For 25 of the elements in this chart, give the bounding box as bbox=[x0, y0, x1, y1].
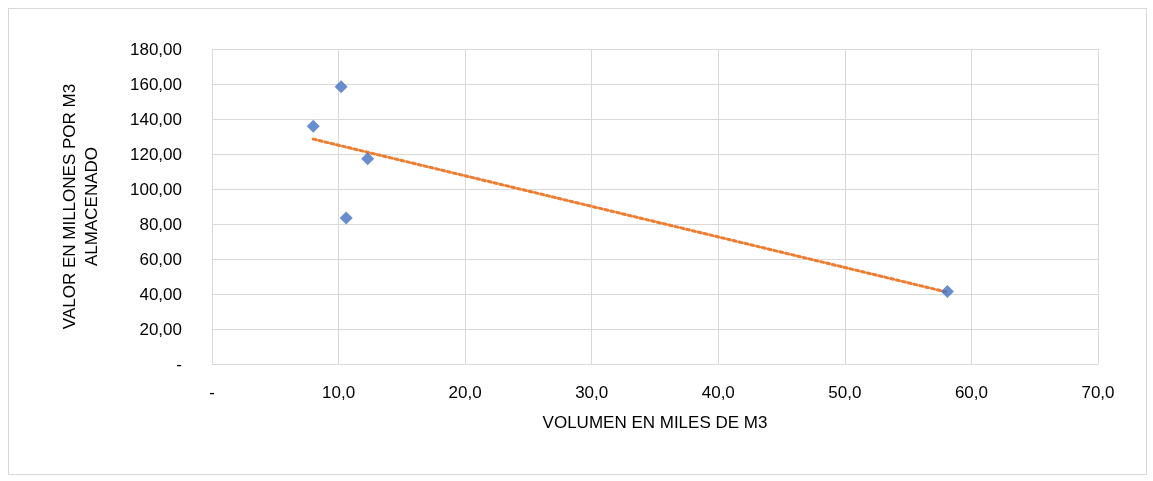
y-tick-label: 180,00 bbox=[130, 39, 182, 59]
y-tick-label: - bbox=[176, 354, 182, 374]
x-tick-label: 10,0 bbox=[322, 383, 356, 402]
x-axis-title: VOLUMEN EN MILES DE M3 bbox=[542, 413, 768, 432]
point bbox=[940, 284, 954, 298]
x-tick-label: 40,0 bbox=[701, 383, 735, 402]
y-tick-label: 60,00 bbox=[139, 249, 182, 269]
x-tick-label: 70,0 bbox=[1081, 383, 1115, 402]
x-tick-label: 30,0 bbox=[575, 383, 609, 402]
x-tick-label: 50,0 bbox=[828, 383, 862, 402]
y-tick-label: 120,00 bbox=[130, 144, 182, 164]
y-tick-label: 40,00 bbox=[139, 284, 182, 304]
x-tick-label: 60,0 bbox=[954, 383, 988, 402]
y-axis-title: VALOR EN MILLONES POR M3 ALMACENADO bbox=[59, 83, 101, 330]
y-tick-label: 140,00 bbox=[130, 109, 182, 129]
x-tick-label: 20,0 bbox=[448, 383, 482, 402]
y-tick-label: 160,00 bbox=[130, 74, 182, 94]
x-tick-label: - bbox=[209, 383, 215, 402]
point bbox=[334, 80, 348, 94]
y-tick-label: 20,00 bbox=[139, 319, 182, 339]
point bbox=[339, 211, 353, 225]
point bbox=[306, 119, 320, 133]
point bbox=[361, 152, 375, 166]
y-tick-label: 100,00 bbox=[130, 179, 182, 199]
y-tick-label: 80,00 bbox=[139, 214, 182, 234]
